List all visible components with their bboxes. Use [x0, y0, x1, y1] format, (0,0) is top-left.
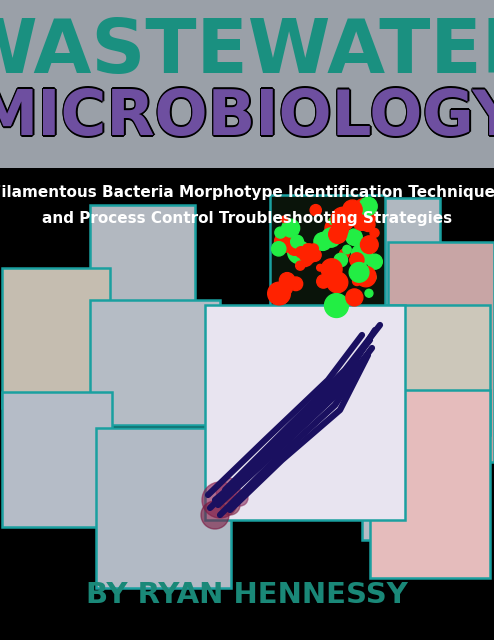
Circle shape — [350, 253, 364, 267]
Circle shape — [325, 294, 348, 317]
Circle shape — [365, 289, 373, 297]
Circle shape — [332, 301, 342, 312]
Text: MICROBIOLOGY: MICROBIOLOGY — [0, 88, 494, 148]
Text: MICROBIOLOGY: MICROBIOLOGY — [0, 88, 494, 148]
Circle shape — [216, 478, 240, 502]
Circle shape — [295, 248, 314, 267]
Circle shape — [288, 241, 301, 255]
Bar — [370, 390, 490, 578]
Circle shape — [295, 246, 306, 258]
Circle shape — [346, 229, 362, 245]
Circle shape — [321, 228, 340, 247]
Text: BY RYAN HENNESSY: BY RYAN HENNESSY — [86, 581, 408, 609]
Bar — [365, 305, 490, 435]
Bar — [2, 392, 112, 527]
Circle shape — [272, 242, 286, 256]
Circle shape — [368, 254, 382, 269]
Circle shape — [309, 244, 318, 253]
Circle shape — [288, 241, 311, 264]
Text: MICROBIOLOGY: MICROBIOLOGY — [0, 89, 494, 149]
Bar — [270, 195, 385, 320]
Circle shape — [361, 218, 375, 232]
Circle shape — [360, 210, 376, 225]
Circle shape — [359, 197, 377, 216]
Circle shape — [281, 216, 288, 223]
Text: MICROBIOLOGY: MICROBIOLOGY — [0, 90, 494, 150]
Circle shape — [369, 274, 376, 281]
Text: and Process Control Troubleshooting Strategies: and Process Control Troubleshooting Stra… — [42, 211, 452, 225]
Bar — [205, 305, 405, 520]
Bar — [0, 168, 494, 240]
Circle shape — [290, 236, 303, 248]
Text: WASTEWATER: WASTEWATER — [0, 15, 494, 88]
Circle shape — [339, 249, 349, 259]
Circle shape — [201, 501, 229, 529]
Circle shape — [295, 261, 305, 270]
Circle shape — [286, 234, 297, 246]
Circle shape — [317, 264, 324, 271]
Circle shape — [356, 266, 376, 287]
Circle shape — [325, 217, 348, 240]
Circle shape — [309, 249, 321, 261]
Circle shape — [202, 482, 238, 518]
Bar — [330, 198, 440, 328]
Circle shape — [355, 199, 370, 214]
Circle shape — [329, 225, 347, 243]
Text: Filamentous Bacteria Morphotype Identification Techniques: Filamentous Bacteria Morphotype Identifi… — [0, 186, 494, 200]
Circle shape — [232, 490, 248, 506]
Circle shape — [353, 212, 370, 230]
Circle shape — [220, 495, 240, 515]
Circle shape — [355, 205, 361, 211]
Circle shape — [282, 219, 300, 237]
Circle shape — [317, 275, 330, 288]
Text: MICROBIOLOGY: MICROBIOLOGY — [0, 88, 494, 148]
Circle shape — [277, 293, 288, 304]
Circle shape — [346, 289, 363, 306]
Circle shape — [331, 207, 355, 231]
Circle shape — [268, 282, 290, 305]
Circle shape — [275, 227, 286, 238]
Circle shape — [370, 228, 379, 237]
Circle shape — [343, 200, 362, 220]
Circle shape — [279, 281, 292, 295]
Circle shape — [329, 218, 336, 224]
Bar — [388, 242, 494, 462]
Circle shape — [343, 245, 351, 253]
Bar — [90, 205, 195, 335]
Circle shape — [289, 277, 303, 291]
Bar — [96, 428, 231, 588]
Circle shape — [275, 232, 295, 252]
Circle shape — [310, 205, 321, 216]
Circle shape — [334, 253, 348, 267]
Text: MICROBIOLOGY: MICROBIOLOGY — [0, 86, 494, 147]
Bar — [2, 268, 110, 408]
Bar — [0, 0, 494, 168]
Bar — [362, 410, 487, 540]
Text: MICROBIOLOGY: MICROBIOLOGY — [0, 87, 494, 147]
Bar — [90, 300, 220, 425]
Circle shape — [353, 277, 361, 285]
Circle shape — [361, 236, 378, 253]
Circle shape — [351, 244, 372, 265]
Circle shape — [314, 232, 332, 250]
Text: MICROBIOLOGY: MICROBIOLOGY — [0, 87, 494, 147]
Circle shape — [327, 272, 348, 292]
Circle shape — [321, 259, 342, 280]
Text: MICROBIOLOGY: MICROBIOLOGY — [0, 89, 494, 149]
Circle shape — [349, 262, 369, 282]
Circle shape — [299, 244, 318, 263]
Circle shape — [280, 273, 295, 288]
